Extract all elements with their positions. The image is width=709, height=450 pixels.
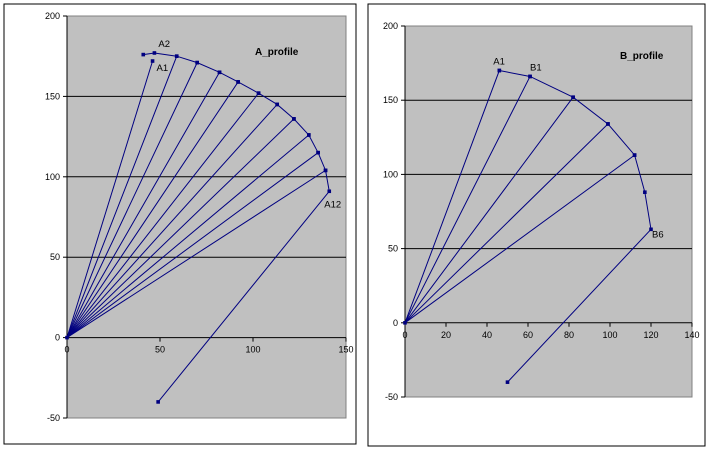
data-point <box>403 321 407 325</box>
data-point <box>65 335 69 340</box>
data-point <box>292 117 296 121</box>
point-annotation: A1 <box>493 57 505 68</box>
y-tick-label: 100 <box>45 172 60 182</box>
x-tick-label: 120 <box>643 330 658 340</box>
data-point <box>174 54 179 58</box>
spoke-line <box>404 96 574 324</box>
spoke-line <box>404 76 531 324</box>
data-point <box>643 190 647 195</box>
data-point <box>236 80 240 84</box>
point-annotation: A2 <box>158 39 170 50</box>
data-point <box>156 400 160 404</box>
data-point <box>275 102 279 107</box>
data-point <box>649 227 653 232</box>
spoke-line <box>66 72 220 338</box>
chart-a-annotations: A1 A2 A12 <box>157 39 342 210</box>
spoke-line <box>404 123 609 324</box>
chart-b-axes <box>401 25 693 398</box>
spoke-line <box>66 104 278 338</box>
chart-b-title: B_profile <box>620 51 664 62</box>
data-point <box>606 122 610 126</box>
x-tick-label: 60 <box>523 330 533 340</box>
point-annotation: A1 <box>157 63 169 74</box>
chart-b-tick-labels: -50 0 50 100 150 200 0 20 40 60 80 100 120 140 <box>383 21 700 402</box>
y-tick-label: 0 <box>55 333 60 343</box>
spoke-line <box>66 81 239 338</box>
x-tick-label: 100 <box>602 330 617 340</box>
spoke-line <box>404 70 500 323</box>
data-point <box>141 52 146 57</box>
data-point <box>316 150 320 155</box>
spoke-line <box>66 62 198 338</box>
data-point <box>307 133 311 137</box>
data-point <box>152 51 157 55</box>
data-point <box>327 189 332 194</box>
x-tick-label: 50 <box>155 345 165 355</box>
x-tick-label: 140 <box>684 330 699 340</box>
x-tick-label: 150 <box>338 345 353 355</box>
chart-b-series <box>403 68 653 384</box>
x-tick-label: 40 <box>482 330 492 340</box>
spoke-line <box>66 92 259 338</box>
data-point <box>632 153 637 157</box>
x-tick-label: 20 <box>441 330 451 340</box>
chart-b-annotations: A1 B1 B6 <box>493 57 663 241</box>
data-point <box>217 70 222 75</box>
x-tick-label: 0 <box>64 345 69 355</box>
far-point-line <box>507 228 652 383</box>
spoke-line <box>66 56 178 338</box>
y-tick-label: -50 <box>47 413 60 423</box>
spoke-line <box>66 118 295 338</box>
data-point <box>497 68 502 73</box>
x-tick-label: 0 <box>402 330 407 340</box>
y-tick-label: 50 <box>388 244 398 254</box>
y-tick-label: 100 <box>383 169 398 179</box>
y-tick-label: 150 <box>45 91 60 101</box>
far-point-line <box>157 190 330 403</box>
y-tick-label: 200 <box>383 21 398 31</box>
chart-a-series <box>65 51 332 404</box>
y-tick-label: 0 <box>393 318 398 328</box>
y-tick-label: -50 <box>385 392 398 402</box>
spoke-line <box>66 169 326 339</box>
spoke-line <box>66 152 319 339</box>
chart-a-tick-labels: -50 0 50 100 150 200 0 50 100 150 <box>45 11 354 423</box>
y-tick-label: 200 <box>45 11 60 21</box>
x-tick-label: 100 <box>245 345 260 355</box>
data-point <box>323 168 328 173</box>
point-annotation: B1 <box>530 62 542 73</box>
chart-a-title: A_profile <box>255 47 299 58</box>
chart-b-grid <box>405 99 692 250</box>
y-tick-label: 150 <box>383 95 398 105</box>
y-tick-label: 50 <box>50 252 60 262</box>
data-point <box>195 60 199 65</box>
x-tick-label: 80 <box>564 330 574 340</box>
spoke-line <box>404 154 635 324</box>
data-point <box>505 380 510 384</box>
data-point <box>150 59 155 63</box>
spoke-line <box>66 60 154 338</box>
spoke-line <box>66 134 310 338</box>
point-annotation: B6 <box>652 229 664 240</box>
data-point <box>256 91 261 95</box>
point-annotation: A12 <box>324 199 341 210</box>
chart-a-plot-area <box>66 15 347 419</box>
data-point <box>528 74 532 79</box>
data-point <box>571 95 575 100</box>
chart-b-plot-area <box>404 25 693 398</box>
